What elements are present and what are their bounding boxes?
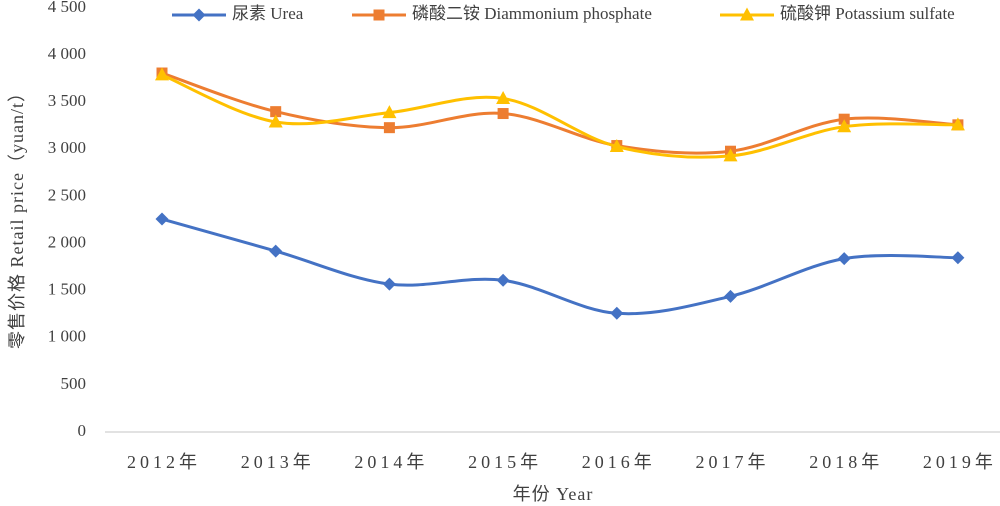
urea-point (837, 252, 851, 266)
diammonium-phosphate-point (270, 106, 282, 118)
y-tick-label: 1 500 (48, 280, 86, 299)
urea-point (382, 277, 396, 291)
legend-marker (192, 8, 206, 22)
y-tick-label: 2 000 (48, 232, 86, 251)
potassium-sulfate-series (155, 67, 965, 162)
y-tick-label: 4 000 (48, 44, 86, 63)
y-axis-title: 零售价格 Retail price（yuan/t） (7, 83, 27, 349)
urea-point (269, 244, 283, 258)
y-tick-label: 3 500 (48, 91, 86, 110)
legend-item-urea: 尿素 Urea (172, 4, 304, 23)
legend-marker (740, 7, 754, 21)
series-layer (155, 67, 965, 320)
diammonium-phosphate-line (160, 71, 960, 155)
legend: 尿素 Urea 磷酸二铵 Diammonium phosphate 硫酸钾 Pota… (172, 4, 955, 23)
urea-point (951, 251, 965, 265)
x-tick-label: 2017年 (696, 452, 770, 472)
y-tick-label: 0 (78, 421, 87, 440)
y-tick-label: 4 500 (48, 0, 86, 16)
x-tick-label: 2018年 (809, 452, 883, 472)
urea-point (610, 306, 624, 320)
x-tick-label: 2015年 (468, 452, 542, 472)
x-tick-label: 2013年 (241, 452, 315, 472)
legend-marker (373, 9, 385, 21)
legend-item-diammonium-phosphate: 磷酸二铵 Diammonium phosphate (352, 4, 652, 23)
x-tick-label: 2019年 (923, 452, 997, 472)
diammonium-phosphate-point (838, 113, 850, 125)
x-tick-label: 2016年 (582, 452, 656, 472)
potassium-sulfate-point (950, 117, 965, 131)
y-tick-label: 500 (61, 374, 87, 393)
urea-point (496, 273, 510, 287)
x-axis-title: 年份 Year (513, 484, 594, 504)
x-tick-label: 2014年 (354, 452, 428, 472)
potassium-sulfate-point (496, 90, 511, 104)
potassium-sulfate-line (160, 73, 960, 159)
potassium-sulfate-point (723, 148, 738, 162)
legend-item-potassium-sulfate: 硫酸钾 Potassium sulfate (720, 4, 955, 23)
urea-line (160, 217, 960, 316)
legend-label: 磷酸二铵 Diammonium phosphate (412, 4, 652, 23)
diammonium-phosphate-series (156, 67, 964, 157)
urea-point (155, 212, 169, 226)
y-tick-label: 2 500 (48, 185, 86, 204)
diammonium-phosphate-point (383, 122, 395, 134)
urea-point (724, 289, 737, 303)
urea-series (155, 212, 965, 320)
legend-label: 尿素 Urea (232, 4, 304, 23)
diammonium-phosphate-point (497, 108, 509, 120)
x-axis-category-labels: 2012年 2013年 2014年 2015年 2016年 2017年 2018年 2019年 (127, 452, 997, 472)
potassium-sulfate-point (382, 105, 397, 119)
potassium-sulfate-point (268, 114, 283, 128)
x-tick-label: 2012年 (127, 452, 201, 472)
potassium-sulfate-point (837, 119, 852, 133)
y-tick-label: 3 000 (48, 138, 86, 157)
potassium-sulfate-point (155, 67, 169, 81)
y-tick-label: 1 000 (48, 327, 86, 346)
y-axis-tick-labels: 0 500 1 000 1 500 2 000 2 500 3 000 3 500 4 000 4… (48, 0, 86, 440)
potassium-sulfate-point (609, 139, 624, 153)
legend-label: 硫酸钾 Potassium sulfate (780, 4, 955, 23)
